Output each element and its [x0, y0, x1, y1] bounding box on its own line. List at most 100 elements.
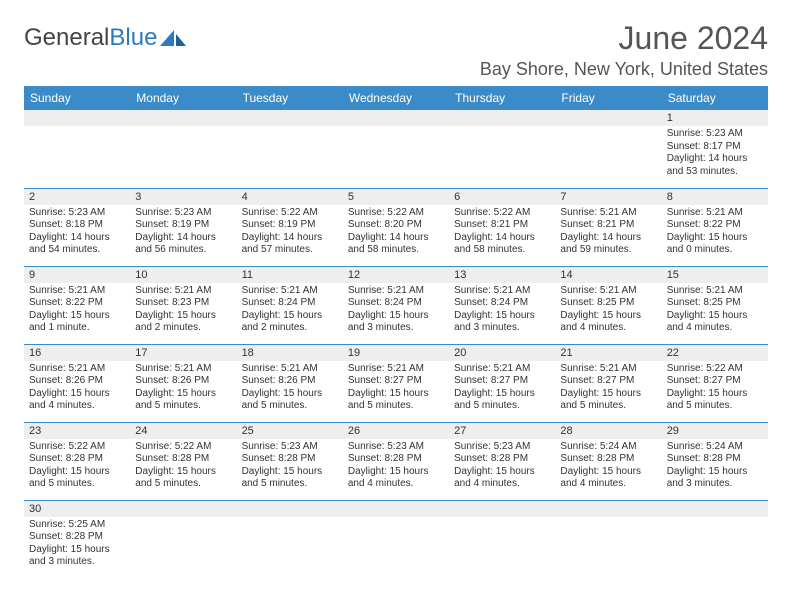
sunset-text: Sunset: 8:23 PM	[135, 297, 231, 310]
calendar-day-cell: 26Sunrise: 5:23 AMSunset: 8:28 PMDayligh…	[343, 422, 449, 500]
sunrise-text: Sunrise: 5:23 AM	[667, 128, 763, 141]
sunrise-text: Sunrise: 5:22 AM	[135, 441, 231, 454]
day-number: 22	[662, 345, 768, 361]
sunset-text: Sunset: 8:25 PM	[667, 297, 763, 310]
day-details: Sunrise: 5:23 AMSunset: 8:18 PMDaylight:…	[24, 205, 130, 260]
sunrise-text: Sunrise: 5:21 AM	[348, 363, 444, 376]
day-number: 21	[555, 345, 661, 361]
daylight-text: Daylight: 14 hours and 53 minutes.	[667, 153, 763, 178]
daylight-text: Daylight: 15 hours and 3 minutes.	[667, 466, 763, 491]
day-details: Sunrise: 5:25 AMSunset: 8:28 PMDaylight:…	[24, 517, 130, 572]
weekday-header: Friday	[555, 86, 661, 110]
daylight-text: Daylight: 15 hours and 2 minutes.	[135, 310, 231, 335]
sunset-text: Sunset: 8:25 PM	[560, 297, 656, 310]
day-number: 4	[237, 189, 343, 205]
day-number-empty	[555, 110, 661, 126]
sunset-text: Sunset: 8:28 PM	[135, 453, 231, 466]
sunrise-text: Sunrise: 5:23 AM	[135, 207, 231, 220]
location: Bay Shore, New York, United States	[480, 59, 768, 80]
day-details: Sunrise: 5:22 AMSunset: 8:21 PMDaylight:…	[449, 205, 555, 260]
day-number-empty	[343, 501, 449, 517]
calendar-day-cell: 23Sunrise: 5:22 AMSunset: 8:28 PMDayligh…	[24, 422, 130, 500]
sunset-text: Sunset: 8:21 PM	[560, 219, 656, 232]
sunrise-text: Sunrise: 5:22 AM	[667, 363, 763, 376]
calendar-day-cell: 12Sunrise: 5:21 AMSunset: 8:24 PMDayligh…	[343, 266, 449, 344]
day-details: Sunrise: 5:21 AMSunset: 8:22 PMDaylight:…	[24, 283, 130, 338]
day-number-empty	[343, 110, 449, 126]
sunrise-text: Sunrise: 5:22 AM	[348, 207, 444, 220]
calendar-day-cell	[662, 500, 768, 578]
calendar-day-cell: 9Sunrise: 5:21 AMSunset: 8:22 PMDaylight…	[24, 266, 130, 344]
day-details: Sunrise: 5:22 AMSunset: 8:20 PMDaylight:…	[343, 205, 449, 260]
sunset-text: Sunset: 8:28 PM	[454, 453, 550, 466]
sunrise-text: Sunrise: 5:23 AM	[29, 207, 125, 220]
sunrise-text: Sunrise: 5:21 AM	[135, 285, 231, 298]
sunset-text: Sunset: 8:26 PM	[29, 375, 125, 388]
day-details: Sunrise: 5:22 AMSunset: 8:28 PMDaylight:…	[130, 439, 236, 494]
calendar-table: Sunday Monday Tuesday Wednesday Thursday…	[24, 86, 768, 578]
day-number: 24	[130, 423, 236, 439]
day-number: 16	[24, 345, 130, 361]
weekday-header: Tuesday	[237, 86, 343, 110]
sunset-text: Sunset: 8:24 PM	[348, 297, 444, 310]
sunset-text: Sunset: 8:26 PM	[135, 375, 231, 388]
sunset-text: Sunset: 8:28 PM	[29, 531, 125, 544]
daylight-text: Daylight: 14 hours and 58 minutes.	[454, 232, 550, 257]
daylight-text: Daylight: 15 hours and 5 minutes.	[242, 388, 338, 413]
day-details: Sunrise: 5:23 AMSunset: 8:28 PMDaylight:…	[449, 439, 555, 494]
day-details: Sunrise: 5:21 AMSunset: 8:26 PMDaylight:…	[237, 361, 343, 416]
sunrise-text: Sunrise: 5:23 AM	[242, 441, 338, 454]
calendar-day-cell: 27Sunrise: 5:23 AMSunset: 8:28 PMDayligh…	[449, 422, 555, 500]
calendar-day-cell: 10Sunrise: 5:21 AMSunset: 8:23 PMDayligh…	[130, 266, 236, 344]
calendar-day-cell	[449, 110, 555, 188]
sunrise-text: Sunrise: 5:21 AM	[454, 363, 550, 376]
day-number-empty	[449, 501, 555, 517]
sunset-text: Sunset: 8:28 PM	[348, 453, 444, 466]
sunset-text: Sunset: 8:27 PM	[348, 375, 444, 388]
sunrise-text: Sunrise: 5:24 AM	[667, 441, 763, 454]
day-number-empty	[130, 501, 236, 517]
calendar-day-cell: 28Sunrise: 5:24 AMSunset: 8:28 PMDayligh…	[555, 422, 661, 500]
day-number: 17	[130, 345, 236, 361]
day-number: 6	[449, 189, 555, 205]
day-number-empty	[237, 501, 343, 517]
day-details: Sunrise: 5:21 AMSunset: 8:23 PMDaylight:…	[130, 283, 236, 338]
day-number-empty	[237, 110, 343, 126]
day-details: Sunrise: 5:21 AMSunset: 8:26 PMDaylight:…	[24, 361, 130, 416]
sunrise-text: Sunrise: 5:22 AM	[454, 207, 550, 220]
sunrise-text: Sunrise: 5:21 AM	[560, 285, 656, 298]
sunrise-text: Sunrise: 5:21 AM	[348, 285, 444, 298]
sunrise-text: Sunrise: 5:21 AM	[29, 285, 125, 298]
sunrise-text: Sunrise: 5:23 AM	[348, 441, 444, 454]
calendar-day-cell: 7Sunrise: 5:21 AMSunset: 8:21 PMDaylight…	[555, 188, 661, 266]
day-details: Sunrise: 5:21 AMSunset: 8:27 PMDaylight:…	[555, 361, 661, 416]
calendar-week-row: 2Sunrise: 5:23 AMSunset: 8:18 PMDaylight…	[24, 188, 768, 266]
logo-text-general: General	[24, 24, 109, 52]
day-number: 25	[237, 423, 343, 439]
day-number-empty	[662, 501, 768, 517]
calendar-day-cell: 3Sunrise: 5:23 AMSunset: 8:19 PMDaylight…	[130, 188, 236, 266]
day-number: 5	[343, 189, 449, 205]
day-details: Sunrise: 5:21 AMSunset: 8:25 PMDaylight:…	[662, 283, 768, 338]
day-details: Sunrise: 5:21 AMSunset: 8:25 PMDaylight:…	[555, 283, 661, 338]
sunset-text: Sunset: 8:24 PM	[242, 297, 338, 310]
calendar-day-cell: 25Sunrise: 5:23 AMSunset: 8:28 PMDayligh…	[237, 422, 343, 500]
sunrise-text: Sunrise: 5:23 AM	[454, 441, 550, 454]
sunset-text: Sunset: 8:22 PM	[667, 219, 763, 232]
sunrise-text: Sunrise: 5:21 AM	[667, 285, 763, 298]
day-number: 28	[555, 423, 661, 439]
sunrise-text: Sunrise: 5:22 AM	[29, 441, 125, 454]
weekday-header: Wednesday	[343, 86, 449, 110]
sunset-text: Sunset: 8:26 PM	[242, 375, 338, 388]
daylight-text: Daylight: 15 hours and 5 minutes.	[29, 466, 125, 491]
calendar-day-cell: 8Sunrise: 5:21 AMSunset: 8:22 PMDaylight…	[662, 188, 768, 266]
day-number: 26	[343, 423, 449, 439]
calendar-day-cell: 14Sunrise: 5:21 AMSunset: 8:25 PMDayligh…	[555, 266, 661, 344]
calendar-day-cell	[24, 110, 130, 188]
sunset-text: Sunset: 8:28 PM	[29, 453, 125, 466]
sunrise-text: Sunrise: 5:21 AM	[242, 285, 338, 298]
sunrise-text: Sunrise: 5:21 AM	[454, 285, 550, 298]
day-number-empty	[449, 110, 555, 126]
daylight-text: Daylight: 14 hours and 54 minutes.	[29, 232, 125, 257]
daylight-text: Daylight: 15 hours and 3 minutes.	[454, 310, 550, 335]
